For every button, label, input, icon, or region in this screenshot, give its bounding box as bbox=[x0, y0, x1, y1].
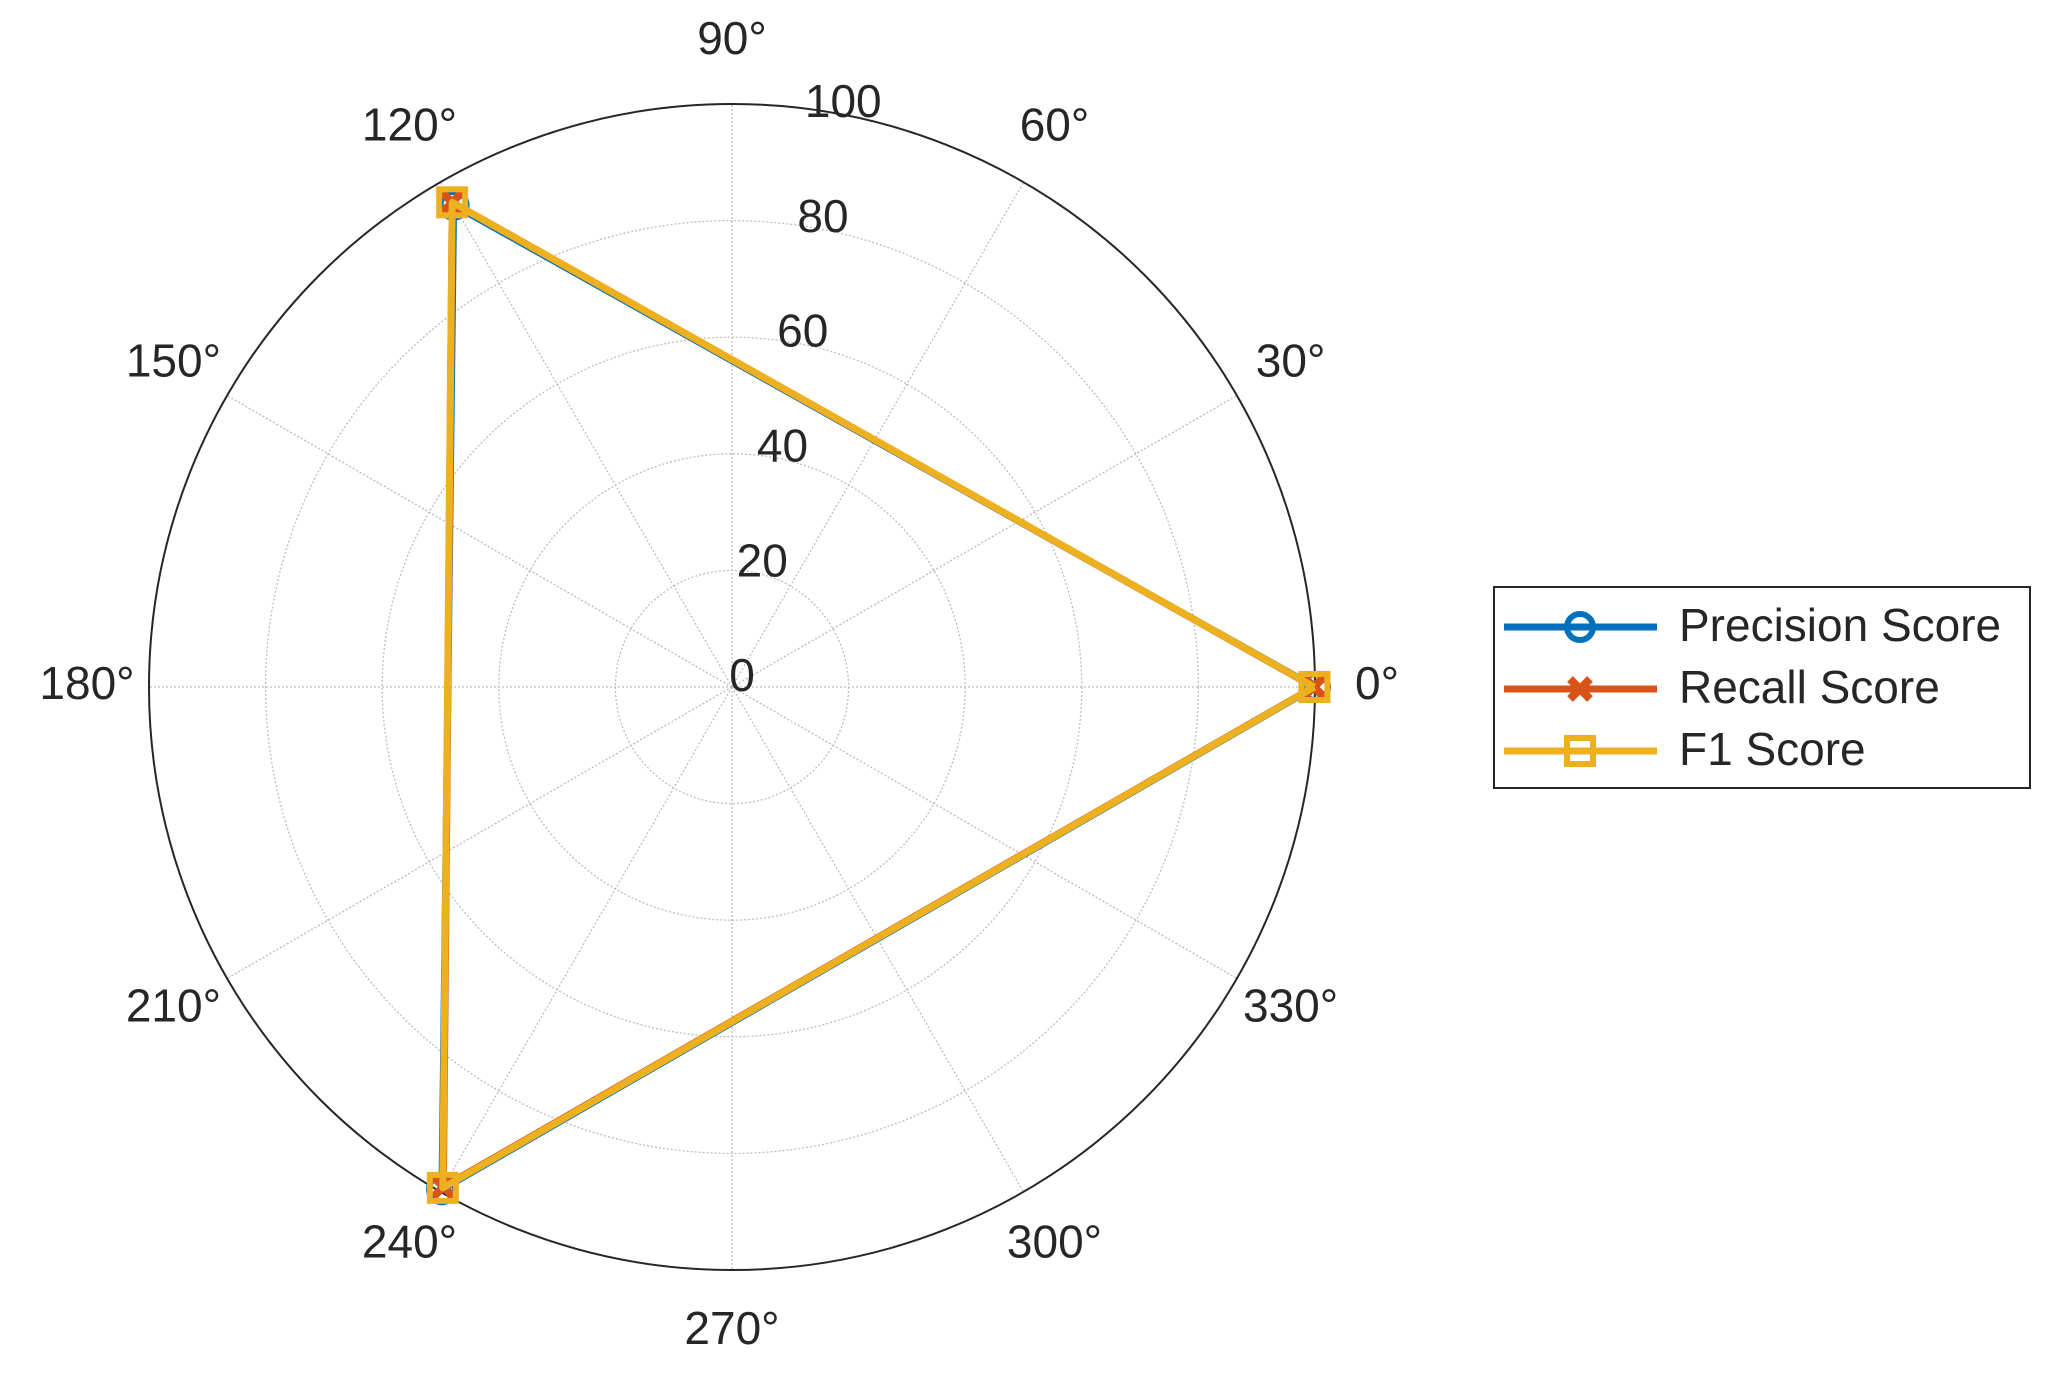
data-point bbox=[1298, 671, 1331, 703]
series-line bbox=[439, 198, 1317, 1192]
theta-tick-label: 30° bbox=[1256, 335, 1326, 387]
legend-label: F1 Score bbox=[1679, 723, 1866, 775]
data-point bbox=[436, 186, 469, 219]
theta-tick-label: 210° bbox=[126, 980, 221, 1032]
r-tick-label: 0 bbox=[729, 649, 755, 701]
grid-spoke bbox=[731, 686, 1025, 1193]
theta-tick-label: 240° bbox=[362, 1216, 457, 1268]
data-point bbox=[426, 1171, 459, 1204]
theta-tick-label: 180° bbox=[39, 657, 134, 709]
theta-tick-label: 0° bbox=[1355, 657, 1399, 709]
r-tick-label: 40 bbox=[757, 419, 808, 471]
legend-label: Recall Score bbox=[1679, 661, 1940, 713]
theta-tick-label: 150° bbox=[126, 335, 221, 387]
r-tick-label: 100 bbox=[805, 75, 882, 127]
grid-spoke bbox=[439, 686, 733, 1193]
grid-spoke bbox=[731, 394, 1238, 688]
grid-spoke bbox=[731, 181, 1025, 688]
r-tick-label: 60 bbox=[777, 305, 828, 357]
series-line bbox=[438, 201, 1317, 1193]
data-point bbox=[1567, 676, 1593, 702]
theta-tick-label: 300° bbox=[1007, 1216, 1102, 1268]
theta-tick-label: 330° bbox=[1243, 980, 1338, 1032]
theta-tick-label: 270° bbox=[684, 1302, 779, 1354]
theta-tick-label: 120° bbox=[362, 99, 457, 151]
grid-circle bbox=[264, 219, 1200, 1155]
data-point bbox=[1564, 735, 1596, 767]
legend-label: Precision Score bbox=[1679, 599, 2001, 651]
grid-spoke bbox=[439, 181, 733, 688]
r-tick-label: 20 bbox=[737, 534, 788, 586]
theta-tick-label: 60° bbox=[1020, 99, 1090, 151]
grid-spoke bbox=[731, 686, 1238, 980]
series-line bbox=[439, 198, 1316, 1191]
theta-tick-label: 90° bbox=[697, 12, 767, 64]
data-point bbox=[1564, 611, 1596, 643]
grid-spoke bbox=[226, 394, 733, 688]
grid-spoke bbox=[226, 686, 733, 980]
r-tick-label: 80 bbox=[797, 190, 848, 242]
